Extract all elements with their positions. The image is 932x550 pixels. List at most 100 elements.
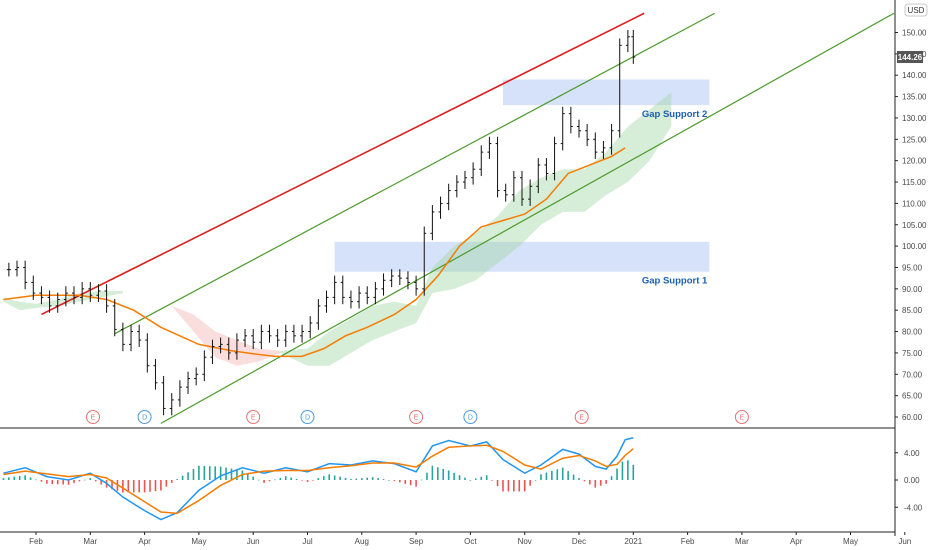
earnings-event-marker[interactable]: E — [246, 410, 261, 424]
upper-channel-line[interactable] — [114, 12, 716, 335]
x-tick-label: May — [191, 537, 206, 546]
macd-histogram-bar — [187, 472, 189, 480]
price-bar — [479, 145, 484, 177]
y-tick-label: 70.00 — [902, 370, 923, 379]
zone-gap-support-2[interactable] — [502, 79, 710, 106]
macd-histogram-bar — [534, 480, 537, 481]
macd-histogram-bar — [203, 465, 206, 480]
zone-gap-support-1[interactable] — [334, 241, 710, 272]
earnings-event-marker[interactable]: E — [574, 410, 589, 424]
macd-histogram-bar — [404, 480, 407, 484]
earnings-event-marker[interactable]: E — [86, 410, 101, 424]
currency-label[interactable]: USD — [904, 3, 928, 17]
x-tick-label: 2021 — [624, 537, 642, 546]
macd-histogram-bar — [458, 475, 461, 480]
y-tick-label: 90.00 — [902, 285, 923, 294]
macd-histogram-bar — [51, 480, 54, 485]
price-bar — [495, 136, 500, 198]
macd-histogram-bar — [518, 480, 521, 492]
price-bar — [251, 328, 256, 350]
macd-histogram-bar — [219, 466, 222, 480]
macd-histogram-bar — [610, 476, 613, 480]
macd-histogram-bar — [295, 479, 298, 480]
earnings-event-marker[interactable]: E — [734, 410, 749, 424]
y-tick-label: 80.00 — [902, 328, 923, 337]
x-tick-label: Mar — [735, 537, 749, 546]
macd-histogram-bar — [73, 480, 75, 484]
macd-histogram-bar — [122, 480, 124, 493]
macd-histogram-bar — [78, 480, 81, 482]
price-bar — [234, 333, 239, 360]
x-tick-label: Nov — [518, 537, 532, 546]
macd-histogram-bar — [56, 480, 59, 485]
macd-histogram-bar — [322, 476, 325, 480]
price-bar — [275, 328, 280, 347]
macd-histogram-bar — [181, 475, 184, 480]
price-bar — [120, 322, 125, 352]
resistance-line[interactable] — [41, 12, 645, 316]
macd-pane — [2, 437, 635, 521]
macd-histogram-bar — [491, 480, 493, 481]
lower-channel-line[interactable] — [160, 12, 895, 424]
price-bar — [283, 324, 288, 347]
dividend-event-marker[interactable]: D — [463, 410, 478, 424]
macd-histogram-bar — [388, 480, 390, 481]
dividend-event-marker[interactable]: D — [137, 410, 152, 424]
macd-histogram-bar — [366, 477, 369, 480]
price-bar — [528, 179, 533, 206]
price-bar — [112, 299, 117, 337]
macd-histogram-bar — [469, 480, 472, 481]
event-letter: E — [251, 415, 256, 422]
macd-histogram-bar — [274, 479, 276, 481]
price-bar — [422, 226, 427, 296]
y-tick-label: 150.00 — [902, 29, 927, 38]
price-bar — [14, 260, 19, 277]
price-bar — [194, 367, 199, 386]
macd-histogram-bar — [46, 480, 48, 484]
macd-histogram-bar — [399, 480, 401, 483]
macd-histogram-bar — [529, 480, 531, 486]
event-letter: D — [305, 415, 310, 422]
x-tick-label: Dec — [572, 537, 586, 546]
macd-histogram-bar — [627, 460, 629, 480]
price-bar — [145, 333, 150, 373]
macd-histogram-bar — [447, 470, 450, 480]
price-bar — [625, 29, 630, 53]
price-bar — [202, 350, 207, 382]
dividend-event-marker[interactable]: D — [300, 410, 315, 424]
price-bar — [446, 183, 451, 211]
price-bar — [462, 170, 467, 189]
macd-histogram-bar — [415, 480, 417, 487]
price-bar — [23, 260, 28, 290]
macd-histogram-bar — [475, 478, 477, 480]
price-bar — [210, 339, 215, 365]
macd-histogram-bar — [583, 480, 586, 482]
macd-histogram-bar — [344, 477, 347, 480]
macd-histogram-bar — [170, 480, 173, 483]
price-bar — [357, 286, 362, 309]
price-bars — [6, 29, 636, 416]
macd-histogram-bar — [94, 480, 97, 482]
y-tick-label: 60.00 — [902, 413, 923, 422]
price-bar — [80, 281, 85, 305]
price-bar — [169, 393, 174, 416]
price-bar — [519, 170, 524, 206]
macd-histogram-bar — [485, 475, 488, 480]
macd-histogram-bar — [523, 480, 526, 492]
trend-lines — [41, 12, 895, 424]
macd-histogram-bar — [437, 467, 439, 480]
x-tick-label: Apr — [790, 537, 803, 546]
macd-histogram-bar — [18, 475, 21, 480]
y-tick-label: 130.00 — [902, 114, 927, 123]
price-bar — [72, 286, 77, 305]
event-letter: E — [91, 415, 96, 422]
macd-histogram-bar — [317, 478, 320, 480]
price-bar — [129, 324, 134, 352]
earnings-event-marker[interactable]: E — [409, 410, 424, 424]
x-tick-label: May — [843, 537, 858, 546]
macd-histogram-bar — [371, 477, 374, 480]
macd-histogram-bar — [13, 476, 16, 480]
y-tick-label: 140.00 — [902, 71, 927, 80]
macd-histogram-bar — [257, 479, 260, 481]
